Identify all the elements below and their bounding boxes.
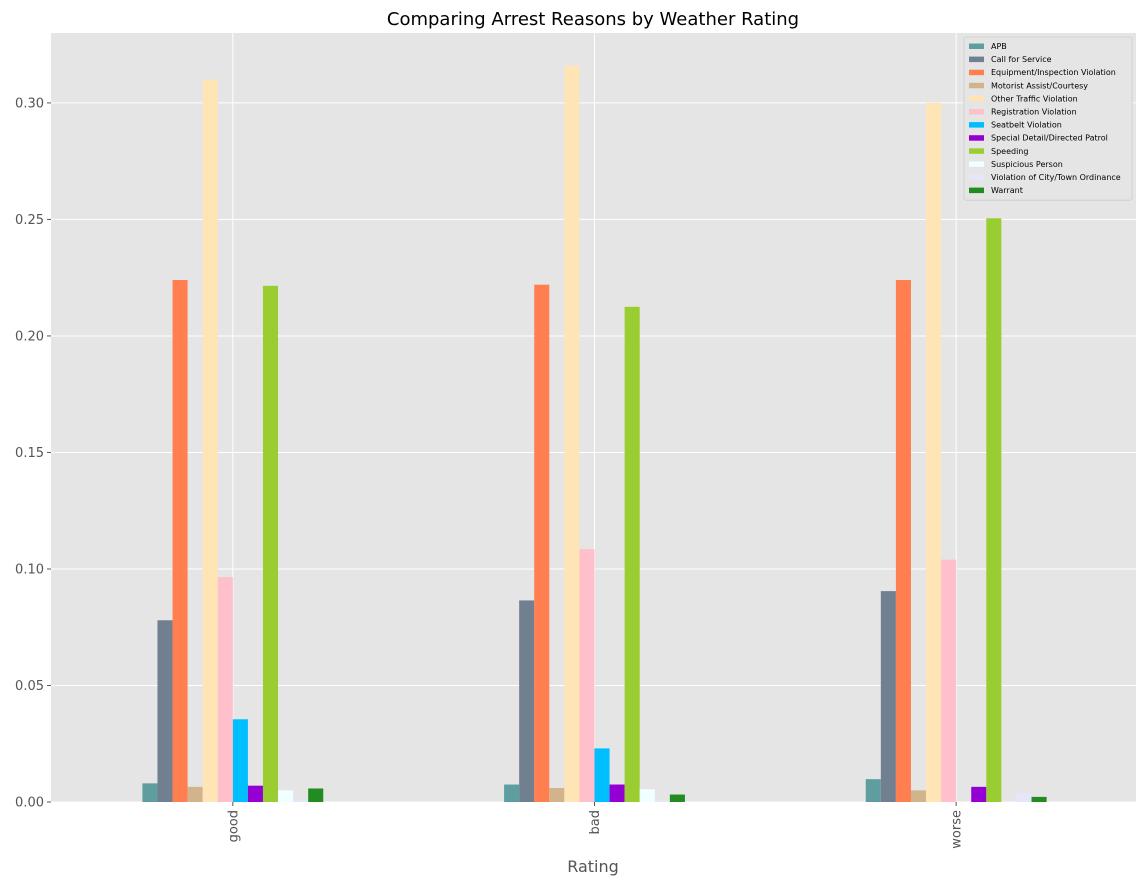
legend-swatch [969, 174, 984, 180]
legend-label: Registration Violation [991, 108, 1077, 117]
y-tick-label: 0.15 [15, 446, 44, 461]
legend-label: Other Traffic Violation [991, 94, 1078, 103]
legend: APB Call for Service Equipment/Inspection … [963, 36, 1133, 201]
bar [262, 285, 279, 802]
bar [172, 280, 188, 803]
x-axis-ticks: good bad worse [226, 802, 965, 849]
y-tick-label: 0.05 [15, 679, 44, 694]
y-tick-label: 0.10 [15, 562, 44, 577]
bar [142, 783, 158, 802]
bar [247, 785, 263, 802]
legend-label: APB [991, 42, 1007, 51]
bar [564, 65, 580, 802]
legend-swatch [969, 187, 984, 194]
bar [971, 786, 987, 802]
bars [142, 65, 1047, 803]
bar [157, 620, 173, 802]
x-axis-label: Rating [567, 857, 619, 876]
y-tick-label: 0.25 [15, 213, 44, 228]
legend-swatch [969, 122, 984, 128]
legend-label: Motorist Assist/Courtesy [991, 81, 1088, 90]
bar [534, 284, 550, 802]
bar [926, 102, 942, 803]
x-tick-label: good [226, 810, 241, 842]
legend-swatch [969, 148, 984, 154]
legend-swatch [969, 135, 984, 141]
legend-label: Special Detail/Directed Patrol [991, 134, 1108, 143]
legend-label: Warrant [991, 186, 1023, 195]
y-axis-ticks: 0.00 0.05 0.10 0.15 0.20 0.25 0.30 [15, 96, 51, 811]
bar [669, 794, 685, 802]
bar [865, 779, 881, 802]
bar [639, 789, 655, 802]
bar [293, 799, 309, 802]
legend-swatch [969, 95, 984, 102]
chart-title: Comparing Arrest Reasons by Weather Rati… [387, 9, 799, 30]
legend-label: Call for Service [991, 55, 1052, 64]
bar [910, 790, 927, 802]
bar [1016, 793, 1032, 802]
bar [579, 549, 595, 802]
bar [549, 788, 565, 802]
legend-swatch [969, 56, 984, 63]
bar [202, 79, 218, 802]
y-tick-label: 0.30 [15, 96, 44, 111]
legend-swatch [969, 109, 984, 115]
bar [308, 788, 324, 802]
bar [1031, 796, 1047, 802]
y-tick-label: 0.20 [15, 329, 44, 344]
bar [232, 719, 248, 802]
legend-swatch [969, 161, 984, 167]
legend-label: Violation of City/Town Ordinance [991, 173, 1121, 182]
x-tick-label: bad [588, 810, 603, 834]
bar [217, 577, 233, 802]
bar [504, 784, 520, 802]
bar [187, 786, 203, 802]
x-tick-label: worse [950, 810, 965, 849]
bar [594, 748, 610, 802]
legend-label: Suspicious Person [991, 160, 1063, 169]
legend-swatch [969, 82, 984, 89]
bar [941, 559, 957, 802]
legend-label: Seatbelt Violation [991, 121, 1062, 130]
legend-label: Speeding [991, 147, 1028, 156]
bar [624, 306, 640, 802]
legend-swatch [969, 69, 984, 76]
bar [880, 591, 896, 802]
bar [654, 800, 670, 802]
legend-swatch [969, 43, 984, 49]
bar [895, 280, 911, 803]
y-tick-label: 0.00 [15, 796, 44, 811]
bar [278, 790, 294, 802]
bar [519, 600, 535, 802]
bar [609, 784, 625, 802]
legend-label: Equipment/Inspection Violation [991, 68, 1116, 77]
legend-box [963, 36, 1133, 201]
bar [986, 218, 1002, 802]
